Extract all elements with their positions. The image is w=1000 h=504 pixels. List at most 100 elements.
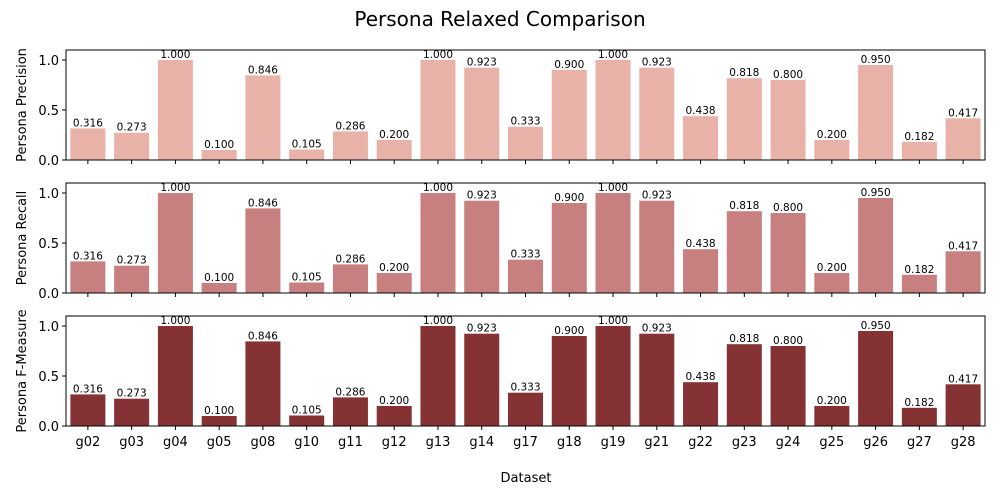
x-tick-label-g04: g04 xyxy=(163,435,188,450)
data-label-g02: 0.316 xyxy=(73,383,103,395)
bar-g21 xyxy=(639,200,675,293)
data-label-g05: 0.100 xyxy=(204,272,234,284)
data-label-g17: 0.333 xyxy=(510,249,540,261)
data-label-g24: 0.800 xyxy=(773,335,803,347)
data-label-g28: 0.417 xyxy=(948,240,978,252)
data-label-g23: 0.818 xyxy=(729,333,759,345)
bar-g05 xyxy=(201,416,237,426)
bar-g13 xyxy=(420,326,456,426)
data-label-g08: 0.846 xyxy=(248,64,278,76)
bar-g03 xyxy=(114,132,150,160)
bar-g08 xyxy=(245,75,281,160)
data-label-g04: 1.000 xyxy=(160,315,190,327)
bar-g02 xyxy=(70,128,106,160)
data-label-g12: 0.200 xyxy=(379,262,409,274)
data-label-g28: 0.417 xyxy=(948,107,978,119)
x-axis-label: Dataset xyxy=(501,471,552,486)
bar-g05 xyxy=(201,150,237,160)
data-label-g24: 0.800 xyxy=(773,202,803,214)
panel-1: 0.316 0.273 1.000 0.100 0.846 0.105 0.286 0.200… xyxy=(15,48,986,169)
data-label-g04: 1.000 xyxy=(160,49,190,61)
data-label-g18: 0.900 xyxy=(554,325,584,337)
data-label-g19: 1.000 xyxy=(598,49,628,61)
bar-g24 xyxy=(770,80,806,160)
bar-g26 xyxy=(858,331,894,426)
bar-g10 xyxy=(289,282,325,293)
data-label-g27: 0.182 xyxy=(904,397,934,409)
data-label-g21: 0.923 xyxy=(642,57,672,69)
data-label-g08: 0.846 xyxy=(248,330,278,342)
bar-g17 xyxy=(508,126,544,160)
bar-g03 xyxy=(114,265,150,293)
x-tick-label-g26: g26 xyxy=(863,435,888,450)
data-label-g19: 1.000 xyxy=(598,315,628,327)
data-label-g21: 0.923 xyxy=(642,190,672,202)
data-label-g12: 0.200 xyxy=(379,129,409,141)
x-tick-label-g12: g12 xyxy=(382,435,407,450)
bar-g19 xyxy=(595,193,631,293)
y-axis-label: Persona Precision xyxy=(15,48,30,162)
bar-g24 xyxy=(770,213,806,293)
bar-g05 xyxy=(201,283,237,293)
chart-title: Persona Relaxed Comparison xyxy=(354,7,645,31)
bar-g04 xyxy=(157,193,193,293)
y-tick-label: 0.5 xyxy=(38,104,59,119)
data-label-g11: 0.286 xyxy=(335,120,365,132)
panel-2: 0.316 0.273 1.000 0.100 0.846 0.105 0.286 0.200… xyxy=(15,182,986,302)
x-tick-label-g03: g03 xyxy=(119,435,144,450)
bar-g12 xyxy=(376,140,412,160)
data-label-g25: 0.200 xyxy=(817,395,847,407)
bar-g12 xyxy=(376,273,412,293)
bar-g23 xyxy=(726,211,762,293)
data-label-g03: 0.273 xyxy=(117,122,147,134)
bar-g11 xyxy=(332,131,368,160)
x-tick-label-g11: g11 xyxy=(338,435,363,450)
bar-g21 xyxy=(639,333,675,426)
data-label-g17: 0.333 xyxy=(510,382,540,394)
x-tick-label-g21: g21 xyxy=(644,435,669,450)
bar-g25 xyxy=(814,273,850,293)
data-label-g05: 0.100 xyxy=(204,139,234,151)
x-tick-labels: g02 g03 g04 g05 g08 g10 g11 g12 g13 g14 g17 g18 g19 g… xyxy=(75,435,975,450)
bar-g28 xyxy=(945,384,981,426)
bar-g25 xyxy=(814,406,850,426)
bar-g04 xyxy=(157,326,193,426)
x-tick-label-g23: g23 xyxy=(732,435,757,450)
data-label-g11: 0.286 xyxy=(335,386,365,398)
y-tick-label: 1.0 xyxy=(38,54,59,69)
y-tick-label: 0.0 xyxy=(38,154,59,169)
bar-g28 xyxy=(945,118,981,160)
bar-g12 xyxy=(376,406,412,426)
bar-g22 xyxy=(683,382,719,426)
data-label-g14: 0.923 xyxy=(467,323,497,335)
x-tick-label-g22: g22 xyxy=(688,435,713,450)
data-label-g22: 0.438 xyxy=(686,371,716,383)
x-tick-label-g27: g27 xyxy=(907,435,932,450)
data-label-g27: 0.182 xyxy=(904,264,934,276)
data-label-g19: 1.000 xyxy=(598,182,628,194)
x-tick-label-g18: g18 xyxy=(557,435,582,450)
data-label-g08: 0.846 xyxy=(248,197,278,209)
bar-g13 xyxy=(420,60,456,160)
bar-g13 xyxy=(420,193,456,293)
bar-g11 xyxy=(332,264,368,293)
y-axis-label: Persona F-Measure xyxy=(15,309,30,432)
bar-g08 xyxy=(245,341,281,426)
bar-g02 xyxy=(70,394,106,426)
x-tick-label-g25: g25 xyxy=(819,435,844,450)
x-tick-label-g13: g13 xyxy=(426,435,451,450)
x-tick-label-g28: g28 xyxy=(951,435,976,450)
bar-g17 xyxy=(508,392,544,426)
x-tick-label-g14: g14 xyxy=(469,435,494,450)
bar-g27 xyxy=(901,141,937,160)
data-label-g13: 1.000 xyxy=(423,315,453,327)
panels-layer: 0.316 0.273 1.000 0.100 0.846 0.105 0.286 0.200… xyxy=(15,48,986,450)
data-label-g17: 0.333 xyxy=(510,116,540,128)
data-label-g26: 0.950 xyxy=(861,320,891,332)
data-label-g04: 1.000 xyxy=(160,182,190,194)
data-label-g23: 0.818 xyxy=(729,200,759,212)
data-label-g18: 0.900 xyxy=(554,192,584,204)
x-tick-label-g24: g24 xyxy=(776,435,801,450)
